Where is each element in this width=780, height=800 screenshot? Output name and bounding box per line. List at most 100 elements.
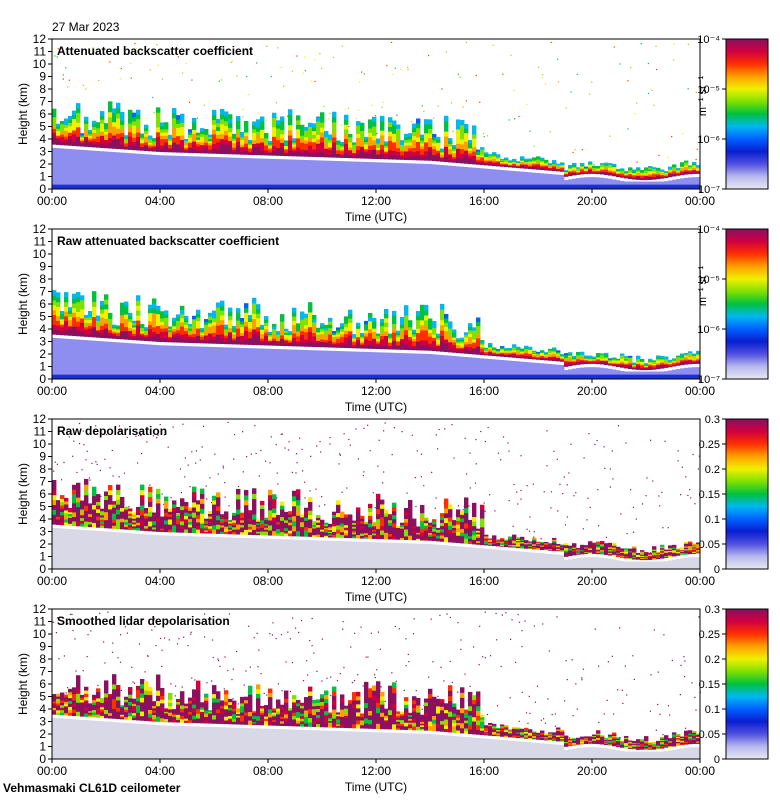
y-tick-label: 12 bbox=[33, 32, 47, 46]
y-tick-label: 11 bbox=[34, 425, 47, 439]
colorbar-unit-label: m⁻¹ sr⁻¹ bbox=[697, 76, 709, 117]
ground-layer bbox=[52, 374, 700, 379]
x-tick-label: 12:00 bbox=[361, 384, 391, 398]
colorbar-tick-label: 10⁻⁵ bbox=[697, 274, 720, 286]
y-tick-label: 2 bbox=[39, 347, 46, 361]
y-tick-label: 7 bbox=[39, 285, 46, 299]
date-label: 27 Mar 2023 bbox=[52, 20, 120, 34]
y-tick-label: 5 bbox=[39, 310, 46, 324]
y-tick-label: 4 bbox=[39, 702, 46, 716]
x-tick-label: 08:00 bbox=[253, 384, 283, 398]
x-tick-label: 00:00 bbox=[37, 384, 67, 398]
y-tick-label: 7 bbox=[39, 475, 46, 489]
y-tick-label: 12 bbox=[33, 602, 47, 616]
y-tick-label: 6 bbox=[39, 297, 46, 311]
x-tick-label: 16:00 bbox=[469, 194, 499, 208]
y-tick-label: 8 bbox=[39, 82, 46, 96]
colorbar-tick-label: 0.05 bbox=[699, 539, 720, 551]
x-tick-label: 12:00 bbox=[361, 194, 391, 208]
y-tick-label: 1 bbox=[39, 740, 46, 754]
y-tick-label: 3 bbox=[39, 715, 46, 729]
y-tick-label: 6 bbox=[39, 677, 46, 691]
x-tick-label: 08:00 bbox=[253, 194, 283, 208]
x-tick-label: 04:00 bbox=[145, 384, 175, 398]
panel-title: Raw depolarisation bbox=[57, 424, 167, 438]
colorbar-tick-label: 10⁻⁴ bbox=[697, 224, 720, 236]
colorbar-tick-label: 10⁻⁷ bbox=[698, 374, 720, 386]
x-tick-label: 12:00 bbox=[361, 574, 391, 588]
panel-title: Raw attenuated backscatter coefficient bbox=[57, 234, 279, 248]
y-tick-label: 6 bbox=[39, 487, 46, 501]
colorbar-tick-label: 10⁻⁷ bbox=[698, 184, 720, 196]
y-tick-label: 6 bbox=[39, 107, 46, 121]
y-tick-label: 4 bbox=[39, 512, 46, 526]
x-tick-label: 00:00 bbox=[685, 384, 715, 398]
y-tick-label: 3 bbox=[39, 145, 46, 159]
colorbar-tick-label: 10⁻⁴ bbox=[697, 34, 720, 46]
y-tick-label: 0 bbox=[39, 562, 46, 576]
panel-title: Smoothed lidar depolarisation bbox=[57, 614, 230, 628]
y-axis-label: Height (km) bbox=[16, 83, 30, 145]
x-tick-label: 00:00 bbox=[37, 194, 67, 208]
colorbar-tick-label: 0.1 bbox=[705, 514, 720, 526]
colorbar-tick-label: 0.3 bbox=[705, 414, 720, 426]
y-tick-label: 9 bbox=[39, 450, 46, 464]
instrument-label: Vehmasmaki CL61D ceilometer bbox=[3, 781, 181, 795]
x-axis-label: Time (UTC) bbox=[345, 400, 407, 414]
x-tick-label: 16:00 bbox=[469, 764, 499, 778]
colorbar-tick-label: 0.2 bbox=[705, 654, 720, 666]
colorbar-tick-label: 0 bbox=[714, 564, 720, 576]
colorbar bbox=[725, 418, 769, 570]
y-tick-label: 3 bbox=[39, 525, 46, 539]
colorbar-tick-label: 10⁻⁵ bbox=[697, 84, 720, 96]
x-axis-label: Time (UTC) bbox=[345, 590, 407, 604]
y-tick-label: 8 bbox=[39, 462, 46, 476]
colorbar-tick-label: 10⁻⁶ bbox=[697, 324, 720, 336]
x-axis-label: Time (UTC) bbox=[345, 780, 407, 794]
colorbar bbox=[725, 228, 769, 380]
x-tick-label: 00:00 bbox=[37, 574, 67, 588]
x-tick-label: 20:00 bbox=[577, 384, 607, 398]
y-tick-label: 4 bbox=[39, 132, 46, 146]
x-tick-label: 00:00 bbox=[685, 194, 715, 208]
x-tick-label: 20:00 bbox=[577, 764, 607, 778]
y-tick-label: 11 bbox=[34, 615, 47, 629]
x-tick-label: 08:00 bbox=[253, 574, 283, 588]
y-tick-label: 0 bbox=[39, 372, 46, 386]
y-tick-label: 1 bbox=[39, 170, 46, 184]
y-tick-label: 5 bbox=[39, 690, 46, 704]
y-tick-label: 1 bbox=[39, 360, 46, 374]
y-tick-label: 2 bbox=[39, 157, 46, 171]
colorbar-tick-label: 0.15 bbox=[699, 489, 720, 501]
colorbar-tick-label: 0.3 bbox=[705, 604, 720, 616]
y-tick-label: 7 bbox=[39, 665, 46, 679]
y-tick-label: 4 bbox=[39, 322, 46, 336]
y-axis-label: Height (km) bbox=[16, 463, 30, 525]
x-axis-label: Time (UTC) bbox=[345, 210, 407, 224]
colorbar-tick-label: 0.15 bbox=[699, 679, 720, 691]
y-tick-label: 0 bbox=[39, 182, 46, 196]
y-tick-label: 10 bbox=[33, 437, 47, 451]
colorbar-tick-label: 10⁻⁶ bbox=[697, 134, 720, 146]
y-tick-label: 11 bbox=[34, 235, 47, 249]
y-tick-label: 5 bbox=[39, 120, 46, 134]
y-tick-label: 8 bbox=[39, 272, 46, 286]
ground-layer bbox=[52, 184, 700, 189]
x-tick-label: 00:00 bbox=[685, 764, 715, 778]
x-tick-label: 16:00 bbox=[469, 574, 499, 588]
y-axis-label: Height (km) bbox=[16, 273, 30, 335]
x-tick-label: 04:00 bbox=[145, 764, 175, 778]
panel-title: Attenuated backscatter coefficient bbox=[57, 44, 253, 58]
y-tick-label: 10 bbox=[33, 57, 47, 71]
y-tick-label: 11 bbox=[34, 45, 47, 59]
x-tick-label: 16:00 bbox=[469, 384, 499, 398]
y-tick-label: 9 bbox=[39, 260, 46, 274]
x-tick-label: 00:00 bbox=[685, 574, 715, 588]
y-tick-label: 12 bbox=[33, 412, 47, 426]
x-tick-label: 20:00 bbox=[577, 194, 607, 208]
